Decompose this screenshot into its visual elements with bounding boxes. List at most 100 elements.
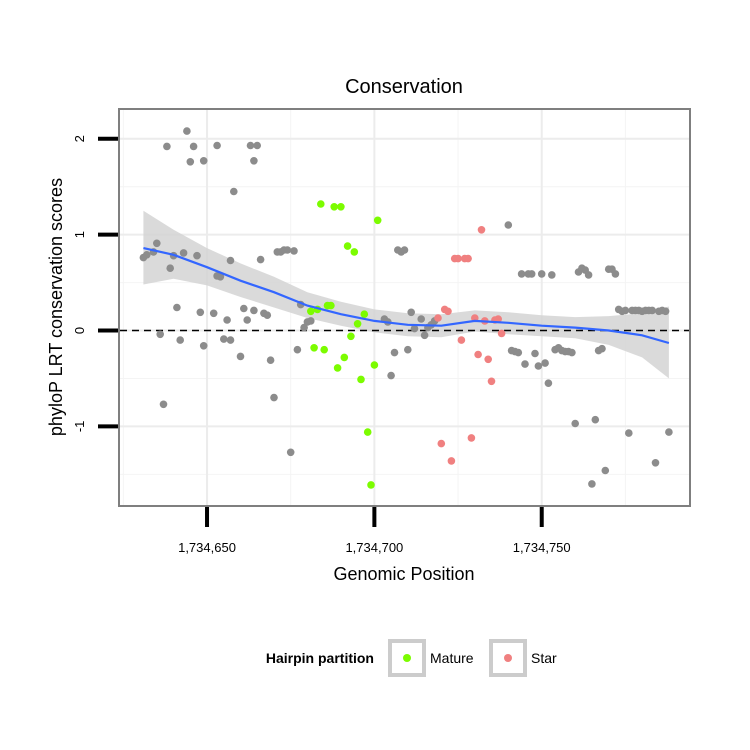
point-other-15 [193, 251, 201, 260]
point-other-16 [196, 308, 205, 317]
point-other-37 [263, 311, 272, 320]
point-other-60 [410, 324, 419, 333]
legend-label-mature: Mature [430, 650, 474, 666]
point-other-70 [517, 270, 526, 278]
point-mature-20 [373, 216, 382, 225]
point-other-53 [387, 371, 395, 380]
point-other-62 [420, 331, 429, 340]
point-other-77 [541, 359, 549, 367]
point-star-13 [477, 226, 486, 234]
point-mature-16 [360, 310, 369, 319]
point-other-19 [209, 309, 218, 318]
point-other-71 [521, 360, 529, 368]
point-mature-18 [367, 481, 375, 489]
point-other-22 [216, 273, 225, 281]
point-mature-7 [330, 203, 339, 211]
point-other-3 [153, 239, 161, 248]
chart-title: Conservation [345, 76, 463, 98]
y-tick-label-3: 2 [72, 135, 87, 142]
point-mature-14 [353, 320, 362, 328]
point-other-31 [246, 141, 255, 150]
smooth-line [143, 247, 670, 345]
point-other-92 [591, 415, 600, 424]
point-other-73 [527, 270, 536, 278]
x-axis-title: Genomic Position [333, 564, 474, 584]
legend-title: Hairpin partition [266, 650, 374, 666]
point-other-79 [548, 271, 556, 279]
point-other-113 [661, 307, 670, 316]
smooth-line-path [143, 247, 670, 345]
point-other-6 [163, 142, 171, 151]
point-other-78 [544, 379, 553, 388]
point-other-86 [571, 419, 579, 428]
point-star-6 [454, 254, 462, 263]
point-other-11 [179, 249, 188, 257]
point-other-91 [588, 480, 596, 488]
legend-dot-star [504, 654, 512, 662]
point-other-39 [270, 393, 278, 402]
point-other-110 [651, 459, 660, 467]
point-mature-11 [343, 242, 352, 250]
point-star-11 [471, 314, 479, 322]
point-other-43 [283, 246, 292, 254]
point-other-30 [243, 316, 251, 324]
confidence-band [143, 210, 669, 379]
point-mature-4 [320, 345, 329, 354]
point-other-90 [584, 271, 593, 279]
point-other-76 [537, 270, 546, 278]
x-tick-label-0: 1,734,650 [178, 540, 236, 555]
point-other-48 [300, 323, 308, 332]
point-star-15 [484, 355, 493, 364]
point-other-54 [390, 348, 399, 357]
point-other-98 [611, 270, 620, 278]
point-mature-17 [363, 428, 372, 436]
point-other-10 [176, 336, 184, 344]
point-star-3 [444, 307, 452, 316]
point-other-5 [159, 400, 168, 409]
point-other-46 [293, 345, 302, 354]
confidence-band-area [143, 210, 669, 379]
point-other-95 [601, 466, 610, 475]
x-tick-label-2: 1,734,750 [513, 540, 571, 555]
point-mature-1 [310, 344, 318, 352]
y-tick-label-0: -1 [72, 421, 87, 433]
point-mature-15 [357, 375, 365, 384]
point-other-27 [230, 187, 238, 196]
point-other-25 [226, 256, 235, 265]
point-other-58 [404, 345, 412, 354]
legend: Hairpin partition Mature Star [266, 639, 557, 677]
y-axis-title: phyloP LRT conservation scores [46, 178, 66, 436]
point-star-18 [494, 315, 503, 323]
point-mature-10 [340, 353, 349, 362]
point-other-17 [199, 157, 208, 165]
legend-dot-mature [403, 654, 411, 662]
point-other-75 [534, 362, 543, 370]
point-other-66 [504, 221, 513, 229]
point-other-1 [143, 251, 151, 259]
grid-lines [120, 110, 689, 505]
point-other-33 [250, 306, 258, 315]
point-other-21 [213, 141, 221, 150]
point-other-18 [199, 342, 208, 350]
point-other-34 [253, 141, 261, 150]
point-other-45 [290, 247, 298, 255]
y-axis: -1 0 1 2 [72, 135, 118, 432]
point-mature-13 [350, 248, 359, 256]
point-other-114 [665, 428, 673, 436]
point-other-12 [183, 127, 191, 135]
point-other-24 [223, 316, 231, 324]
point-mature-9 [337, 203, 345, 211]
point-other-32 [250, 157, 258, 165]
plot-panel [118, 108, 691, 507]
point-other-4 [156, 330, 164, 339]
point-other-57 [400, 246, 409, 254]
point-mature-19 [370, 361, 379, 369]
point-star-1 [437, 439, 446, 448]
point-star-4 [447, 457, 456, 465]
point-star-9 [464, 254, 472, 263]
point-star-19 [497, 329, 506, 338]
point-other-94 [598, 344, 606, 353]
point-other-74 [531, 349, 539, 358]
point-star-7 [457, 336, 466, 344]
